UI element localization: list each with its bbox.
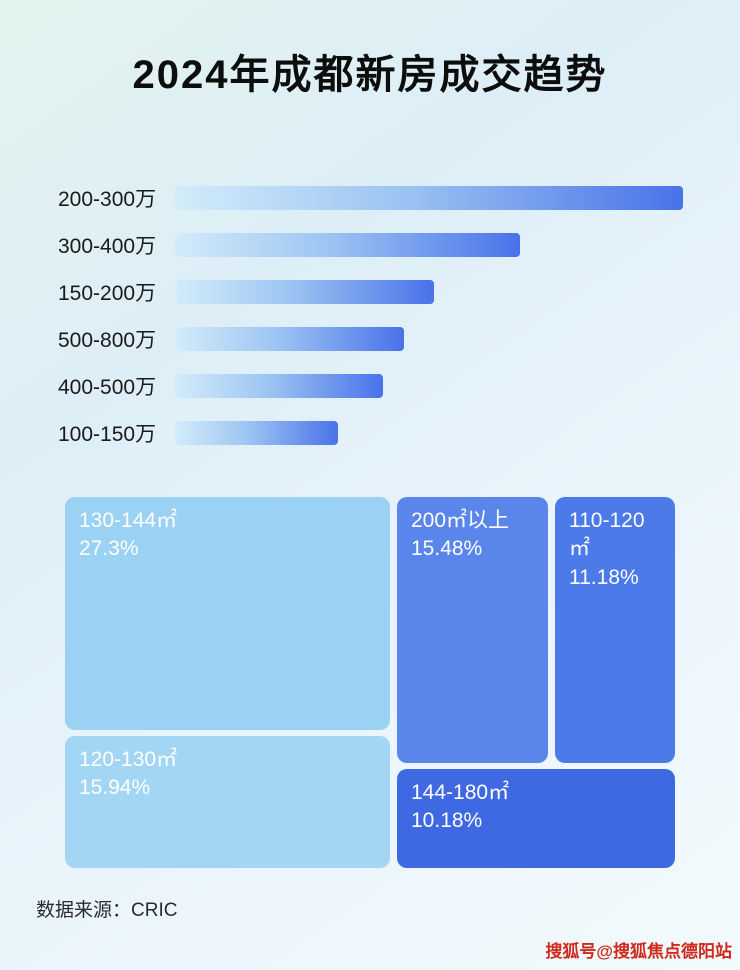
treemap-block-label: 130-144㎡ [79, 509, 178, 532]
bar [175, 233, 521, 257]
treemap-block-percent: 11.18% [569, 565, 639, 589]
treemap-block: 120-130㎡ 15.94% [65, 736, 390, 868]
bar [175, 186, 683, 210]
bar-label: 100-150万 [58, 423, 157, 446]
price-range-bar-chart: 200-300万 300-400万 150-200万 500-800万 400-… [58, 183, 683, 465]
bar-label: 300-400万 [58, 235, 157, 258]
treemap-block-label: 110-120㎡ [569, 509, 645, 561]
bar-track [175, 233, 683, 257]
bar-row: 400-500万 [58, 371, 683, 401]
bar-row: 200-300万 [58, 183, 683, 213]
bar-row: 500-800万 [58, 324, 683, 354]
bar [175, 374, 384, 398]
bar-label: 150-200万 [58, 282, 157, 305]
bar-track [175, 374, 683, 398]
watermark: 搜狐号@搜狐焦点德阳站 [545, 942, 732, 961]
treemap-block-percent: 15.94% [79, 776, 151, 800]
bar-row: 150-200万 [58, 277, 683, 307]
treemap-block-percent: 10.18% [411, 809, 483, 833]
bar-track [175, 327, 683, 351]
page-title: 2024年成都新房成交趋势 [132, 53, 608, 97]
bar [175, 280, 435, 304]
treemap-block: 144-180㎡ 10.18% [397, 769, 675, 868]
bar-label: 400-500万 [58, 376, 157, 399]
bar-row: 100-150万 [58, 418, 683, 448]
bar-label: 500-800万 [58, 329, 157, 352]
bar-track [175, 186, 683, 210]
bar [175, 421, 338, 445]
bar-label: 200-300万 [58, 188, 157, 211]
treemap-block-label: 144-180㎡ [411, 781, 510, 804]
bar-track [175, 280, 683, 304]
treemap-block-percent: 15.48% [411, 537, 483, 561]
treemap-block-label: 120-130㎡ [79, 748, 178, 771]
treemap-block: 130-144㎡ 27.3% [65, 497, 390, 730]
treemap-block-label: 200㎡以上 [411, 509, 510, 532]
treemap-block: 200㎡以上 15.48% [397, 497, 548, 763]
data-source: 数据来源：CRIC [36, 900, 178, 921]
bar [175, 327, 404, 351]
bar-track [175, 421, 683, 445]
treemap-block: 110-120㎡ 11.18% [555, 497, 675, 763]
area-share-treemap: 130-144㎡ 27.3% 200㎡以上 15.48% 110-120㎡ 11… [65, 497, 675, 868]
treemap-block-percent: 27.3% [79, 537, 139, 561]
bar-row: 300-400万 [58, 230, 683, 260]
